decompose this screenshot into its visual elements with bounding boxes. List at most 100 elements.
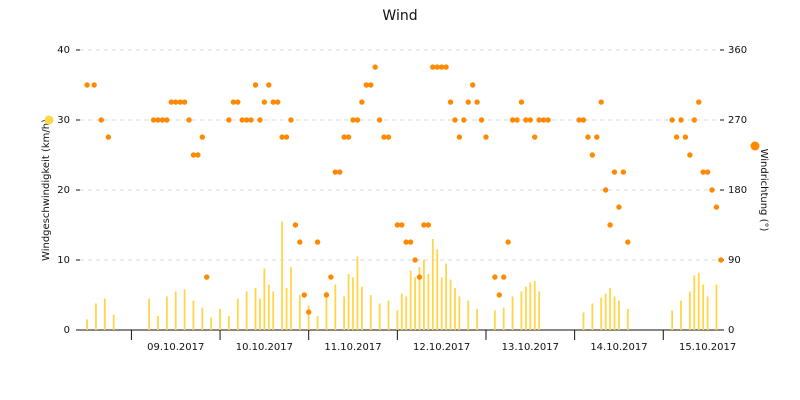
wind-direction-point xyxy=(430,64,436,70)
wind-direction-point xyxy=(438,64,445,70)
wind-direction-point xyxy=(505,239,511,245)
wind-direction-point xyxy=(199,134,206,140)
wind-direction-point xyxy=(452,117,458,123)
wind-direction-point xyxy=(252,82,259,88)
wind-speed-bar xyxy=(201,307,204,330)
wind-direction-point xyxy=(461,117,467,123)
wind-direction-point xyxy=(181,99,188,105)
wind-speed-bar xyxy=(165,296,168,330)
wind-direction-point xyxy=(456,134,463,140)
wind-speed-bar xyxy=(467,300,470,330)
wind-direction-point xyxy=(412,257,418,263)
wind-direction-point xyxy=(713,204,720,210)
wind-direction-point xyxy=(496,292,502,298)
wind-direction-point xyxy=(354,117,361,123)
wind-direction-point xyxy=(425,222,432,228)
wind-direction-point xyxy=(483,134,489,140)
wind-speed-bar xyxy=(626,309,629,330)
wind-direction-point xyxy=(580,117,587,123)
right-axis-tick-label: 90 xyxy=(728,255,741,266)
wind-direction-point xyxy=(576,117,582,123)
wind-speed-bar xyxy=(538,291,541,330)
wind-speed-bar xyxy=(618,300,620,330)
wind-direction-point xyxy=(669,117,675,123)
left-axis-tick-label: 10 xyxy=(57,255,70,266)
wind-direction-point xyxy=(514,117,520,123)
wind-direction-point xyxy=(399,222,405,228)
x-axis-date-label: 10.10.2017 xyxy=(236,342,293,353)
wind-direction-point xyxy=(372,64,378,70)
wind-direction-point xyxy=(585,134,591,140)
wind-speed-bar xyxy=(427,274,430,330)
wind-speed-bar xyxy=(219,309,221,330)
wind-speed-bar xyxy=(148,298,151,330)
left-axis-tick-label: 0 xyxy=(64,325,70,336)
wind-direction-point xyxy=(314,239,321,245)
wind-speed-bar xyxy=(423,260,425,330)
wind-direction-point xyxy=(518,99,525,105)
x-axis-date-label: 14.10.2017 xyxy=(590,342,647,353)
wind-speed-bar xyxy=(493,310,496,330)
wind-speed-bar xyxy=(582,312,585,330)
right-axis-tick-label: 270 xyxy=(728,115,747,126)
wind-direction-point xyxy=(443,64,449,70)
wind-direction-point xyxy=(492,274,498,280)
wind-speed-series xyxy=(86,221,718,330)
wind-speed-bar xyxy=(112,314,115,330)
wind-direction-point xyxy=(105,134,112,140)
wind-speed-bar xyxy=(325,291,328,330)
wind-direction-point xyxy=(341,134,347,140)
wind-speed-bar xyxy=(454,288,456,330)
wind-direction-point xyxy=(594,134,600,140)
wind-direction-series xyxy=(84,64,724,315)
wind-speed-bar xyxy=(183,289,186,330)
wind-speed-bar xyxy=(254,288,257,330)
wind-direction-point xyxy=(279,134,285,140)
wind-direction-point xyxy=(301,292,307,298)
right-axis-tick-label: 360 xyxy=(728,45,747,56)
right-axis-tick-label: 180 xyxy=(728,185,747,196)
wind-direction-point xyxy=(691,117,697,123)
wind-speed-bar xyxy=(671,310,674,330)
wind-speed-bar xyxy=(157,316,159,330)
x-axis-date-label: 15.10.2017 xyxy=(679,342,736,353)
wind-direction-point xyxy=(434,64,440,70)
wind-direction-point xyxy=(257,117,263,123)
wind-speed-bar xyxy=(352,277,354,330)
wind-direction-point xyxy=(177,99,183,105)
left-axis-tick-label: 20 xyxy=(57,185,70,196)
wind-direction-point xyxy=(403,239,409,245)
wind-speed-bar xyxy=(436,249,439,330)
wind-direction-point xyxy=(288,117,294,123)
wind-speed-bar xyxy=(706,296,709,330)
wind-direction-point xyxy=(239,117,245,123)
wind-speed-bar xyxy=(458,296,461,330)
wind-direction-point xyxy=(368,82,374,88)
wind-direction-point xyxy=(447,99,454,105)
wind-speed-bar xyxy=(511,296,514,330)
wind-speed-bar xyxy=(502,307,505,330)
wind-direction-point xyxy=(696,99,702,105)
wind-speed-bar xyxy=(405,296,408,330)
wind-direction-point xyxy=(527,117,534,123)
wind-direction-point xyxy=(704,169,711,175)
wind-direction-point xyxy=(532,134,538,140)
wind-direction-point xyxy=(226,117,232,123)
wind-speed-bar xyxy=(688,291,691,330)
wind-direction-point xyxy=(611,169,618,175)
wind-direction-point xyxy=(91,82,97,88)
wind-speed-bar xyxy=(343,296,346,330)
wind-direction-point xyxy=(332,169,338,175)
wind-speed-bar xyxy=(400,293,403,330)
wind-direction-point xyxy=(709,187,715,193)
wind-direction-point xyxy=(84,82,90,88)
x-axis-date-label: 11.10.2017 xyxy=(324,342,381,353)
wind-direction-point xyxy=(700,169,706,175)
wind-speed-bar xyxy=(449,279,452,330)
wind-direction-point xyxy=(235,99,241,105)
speed-series-marker xyxy=(44,115,54,125)
wind-direction-point xyxy=(682,134,689,140)
wind-speed-bar xyxy=(440,277,443,330)
